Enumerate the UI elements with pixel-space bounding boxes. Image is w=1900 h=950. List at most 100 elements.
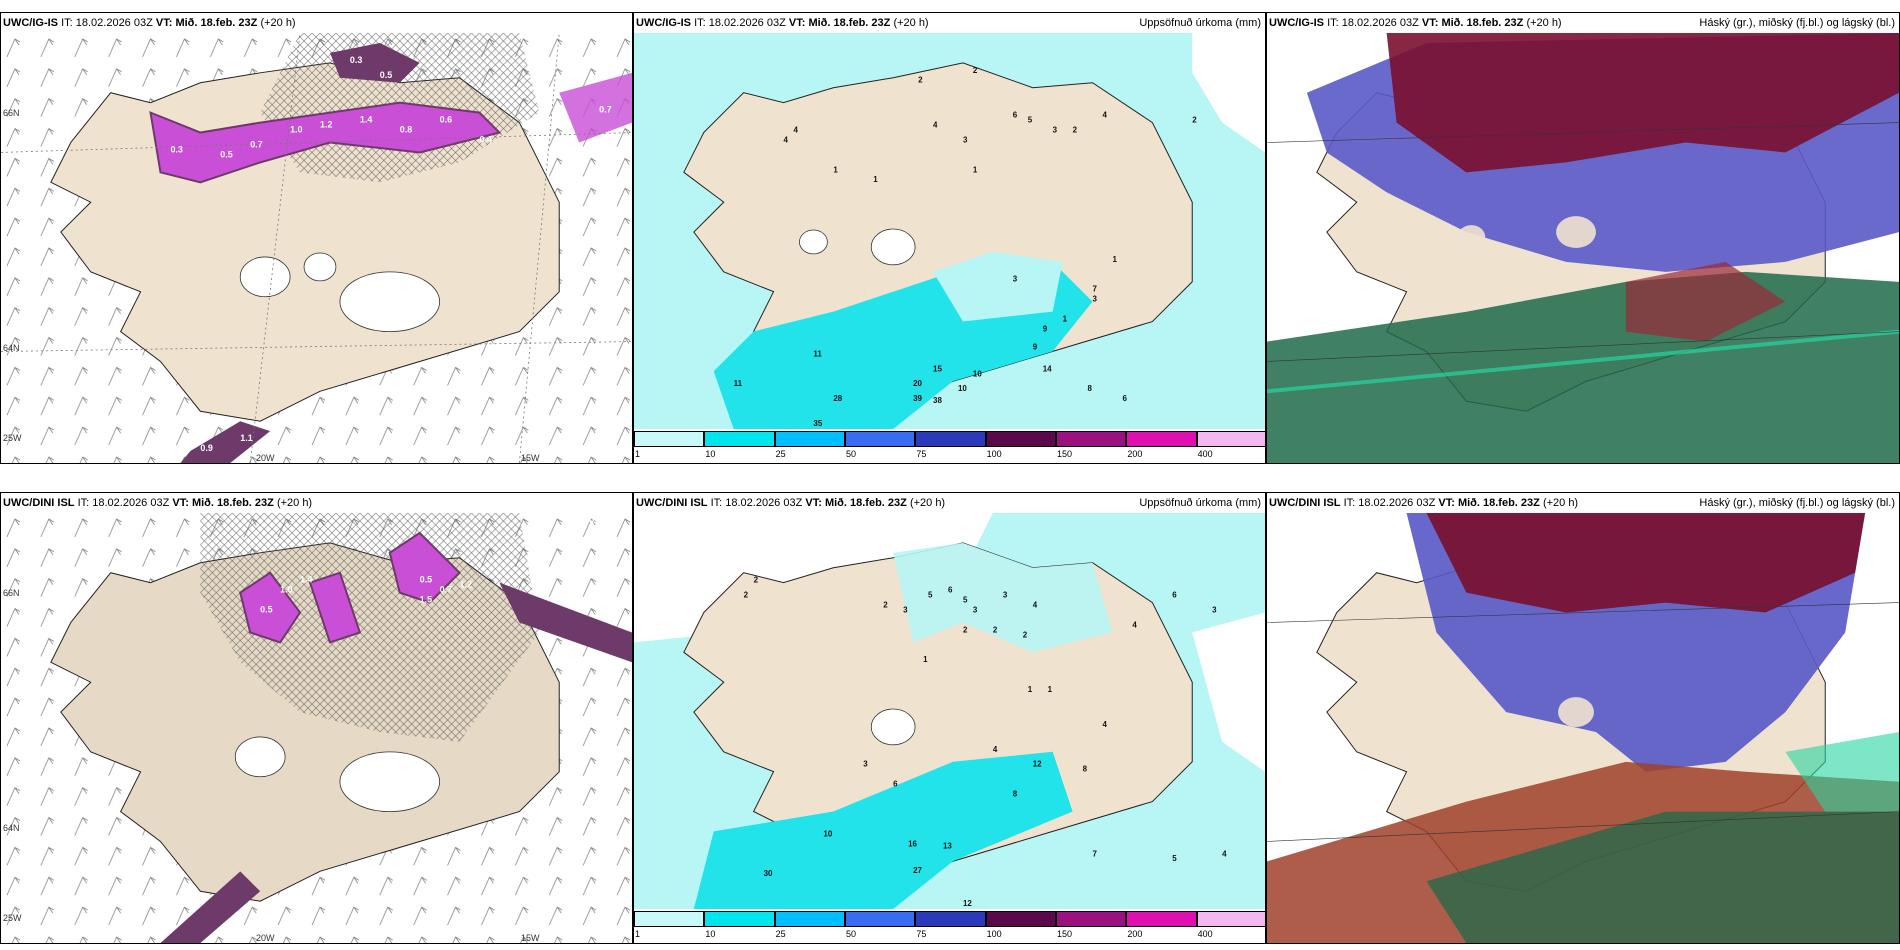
precip-label: 2 bbox=[744, 591, 749, 600]
vt-label: VT: bbox=[805, 497, 822, 509]
precip-label: 3 bbox=[963, 135, 968, 144]
precip-label: 3 bbox=[903, 606, 908, 615]
precip-label: 5 bbox=[1028, 116, 1033, 125]
precip-label: 20 bbox=[913, 379, 922, 388]
panel-header: UWC/IG-IS IT: 18.02.2026 03Z VT: Mið. 18… bbox=[1, 13, 632, 33]
precip-colorbar: 1 10 25 50 75 100 150 200 400 bbox=[634, 909, 1265, 943]
precip-label: 30 bbox=[764, 869, 773, 878]
snow-label: 0.5 bbox=[260, 605, 272, 615]
snow-label: 0.5 bbox=[380, 70, 392, 80]
precip-label: 3 bbox=[1013, 275, 1018, 284]
precip-map: 2 2 3 5 6 5 3 3 4 4 2 2 2 1 1 1 4 12 8 8 bbox=[634, 513, 1265, 909]
colorbar-swatch bbox=[1056, 911, 1127, 927]
precip-label: 1 bbox=[833, 165, 838, 174]
snow-label: 0.5 bbox=[220, 149, 232, 159]
map-panel-ig-clouds: UWC/IG-IS IT: 18.02.2026 03Z VT: Mið. 18… bbox=[1266, 12, 1900, 464]
precip-label: 8 bbox=[1088, 384, 1093, 393]
precip-label: 3 bbox=[1212, 606, 1217, 615]
snow-label: 1.1 bbox=[240, 433, 252, 443]
precip-colorbar: 1 10 25 50 75 100 150 200 400 bbox=[634, 429, 1265, 463]
precip-label: 1 bbox=[973, 165, 978, 174]
lon-label-15w: 15W bbox=[521, 933, 540, 943]
precip-label: 27 bbox=[913, 866, 922, 875]
precip-label: 2 bbox=[993, 625, 998, 634]
it-value: 18.02.2026 03Z bbox=[92, 497, 170, 509]
lon-label-25w: 25W bbox=[3, 433, 22, 443]
lead-time: (+20 h) bbox=[909, 497, 946, 509]
panel-header: UWC/DINI ISL IT: 18.02.2026 03Z VT: Mið.… bbox=[634, 493, 1265, 513]
colorbar-swatch bbox=[634, 911, 705, 927]
map-panel-ig-snow: UWC/IG-IS IT: 18.02.2026 03Z VT: Mið. 18… bbox=[0, 12, 633, 464]
precip-label: 6 bbox=[1122, 394, 1127, 403]
precip-label: 4 bbox=[1132, 620, 1137, 629]
precip-label: 15 bbox=[933, 364, 942, 373]
precip-label: 7 bbox=[1093, 849, 1098, 858]
precip-label: 11 bbox=[813, 349, 822, 358]
precip-label: 1 bbox=[1063, 315, 1068, 324]
colorbar-tick-label: 75 bbox=[916, 449, 927, 459]
cloud-map bbox=[1267, 33, 1899, 463]
map-panel-dini-clouds: UWC/DINI ISL IT: 18.02.2026 03Z VT: Mið.… bbox=[1266, 492, 1900, 944]
lat-label-66n: 66N bbox=[3, 108, 20, 118]
precip-label: 6 bbox=[948, 586, 953, 595]
vt-value: Mið. 18.feb. 23Z bbox=[1457, 497, 1540, 509]
model-name: UWC/DINI ISL bbox=[3, 497, 75, 509]
precip-label: 35 bbox=[813, 419, 822, 428]
precip-label: 10 bbox=[823, 829, 832, 838]
colorbar-tick-label: 400 bbox=[1197, 929, 1213, 939]
vt-value: Mið. 18.feb. 23Z bbox=[175, 17, 258, 29]
vt-label: VT: bbox=[172, 497, 189, 509]
snow-label: 0.5 bbox=[420, 575, 432, 585]
colorbar-tick-label: 50 bbox=[846, 929, 857, 939]
colorbar-swatch bbox=[915, 911, 986, 927]
colorbar-tick-label: 200 bbox=[1127, 449, 1143, 459]
precip-label: 28 bbox=[833, 394, 842, 403]
vt-value: Mið. 18.feb. 23Z bbox=[1441, 17, 1524, 29]
vt-value: Mið. 18.feb. 23Z bbox=[191, 497, 274, 509]
it-label: IT: bbox=[77, 497, 90, 509]
precip-label: 4 bbox=[793, 126, 798, 135]
precip-label: 6 bbox=[1172, 591, 1177, 600]
model-name: UWC/IG-IS bbox=[1269, 17, 1324, 29]
precip-label: 6 bbox=[893, 780, 898, 789]
colorbar-tick-label: 400 bbox=[1197, 449, 1213, 459]
colorbar-tick-label: 150 bbox=[1057, 929, 1073, 939]
snow-label: 0.7 bbox=[250, 139, 262, 149]
snow-label: 0.7 bbox=[599, 105, 611, 115]
colorbar-tick-label: 25 bbox=[775, 929, 786, 939]
colorbar-swatch bbox=[1196, 431, 1265, 447]
snow-wind-map: 0.3 0.5 0.7 1.0 1.2 1.4 0.8 0.6 0.4 0.3 … bbox=[1, 33, 632, 463]
precip-label: 2 bbox=[963, 625, 968, 634]
lat-label-66n: 66N bbox=[3, 588, 20, 598]
snow-label: 0.7 bbox=[440, 585, 452, 595]
snow-label: 1.2 bbox=[460, 580, 472, 590]
panel-title: Háský (gr.), miðský (fj.bl.) og lágský (… bbox=[1699, 497, 1895, 509]
colorbar-tick-label: 10 bbox=[705, 449, 716, 459]
precip-label: 16 bbox=[908, 839, 917, 848]
precip-label: 1 bbox=[1028, 685, 1033, 694]
colorbar-swatch bbox=[634, 431, 705, 447]
it-value: 18.02.2026 03Z bbox=[725, 497, 803, 509]
colorbar-swatch bbox=[915, 431, 986, 447]
precip-label: 4 bbox=[993, 745, 998, 754]
snow-label: 0.6 bbox=[440, 115, 452, 125]
snow-label: 1.4 bbox=[300, 575, 312, 585]
precip-label: 2 bbox=[1023, 630, 1028, 639]
precip-label: 2 bbox=[918, 76, 923, 85]
precip-label: 39 bbox=[913, 394, 922, 403]
it-label: IT: bbox=[694, 17, 706, 29]
colorbar-swatch bbox=[985, 431, 1056, 447]
map-svg: 2 2 3 5 6 5 3 3 4 4 2 2 2 1 1 1 4 12 8 8 bbox=[634, 513, 1265, 909]
precip-map: 2 2 4 4 4 3 6 5 3 2 4 2 1 1 1 1 3 1 3 7 bbox=[634, 33, 1265, 429]
it-label: IT: bbox=[710, 497, 723, 509]
precip-label: 1 bbox=[923, 655, 928, 664]
colorbar-swatch bbox=[845, 911, 916, 927]
panel-title: Háský (gr.), miðský (fj.bl.) og lágský (… bbox=[1699, 17, 1895, 29]
lead-time: (+20 h) bbox=[893, 17, 929, 29]
panel-title: Uppsöfnuð úrkoma (mm) bbox=[1139, 17, 1261, 29]
precip-label: 2 bbox=[1073, 126, 1078, 135]
colorbar-swatch bbox=[1196, 911, 1265, 927]
precip-label: 3 bbox=[1093, 295, 1098, 304]
colorbar-tick-label: 1 bbox=[635, 929, 641, 939]
colorbar-swatch bbox=[774, 911, 845, 927]
